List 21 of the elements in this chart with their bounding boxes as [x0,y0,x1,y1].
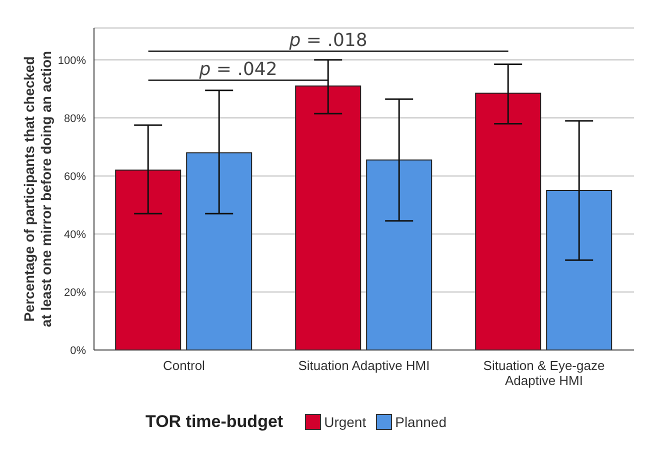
bar [115,170,182,350]
annotation: p = .042 [198,59,278,80]
x-tick-label: Control [163,358,206,373]
y-tick-label: 60% [64,170,86,183]
bar [295,86,362,350]
y-tick-label: 100% [58,54,86,67]
y-axis-title: Percentage of participants that checked at least one mirror before doing an action [21,50,54,328]
bar [366,159,432,350]
legend-label: Planned [394,414,446,430]
y-tick-label: 20% [64,286,86,299]
x-tick-label: Situation Adaptive HMI [298,358,430,373]
y-tick-label: 80% [64,112,86,125]
y-tick-label: 0% [70,344,86,357]
bar [546,190,612,350]
x-tick-label: Situation & Eye-gaze Adaptive HMI [483,358,605,388]
legend-label: Urgent [323,414,366,430]
y-tick-label: 40% [64,228,86,241]
bar [186,152,252,350]
legend-title: TOR time-budget [146,412,284,432]
annotation: p = .018 [288,30,368,52]
bar [475,92,542,350]
